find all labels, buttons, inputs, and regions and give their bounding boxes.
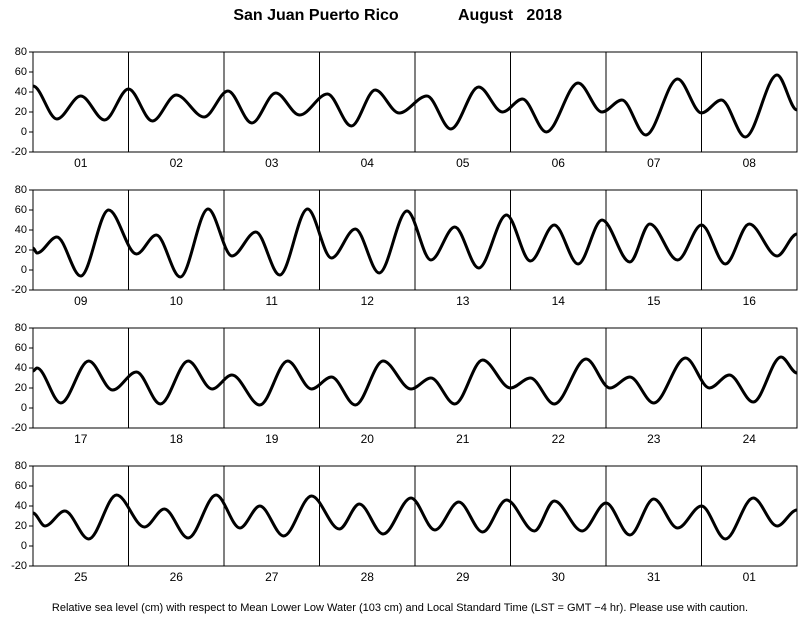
- y-tick-label: -20: [11, 284, 27, 296]
- x-tick-label: 01: [74, 156, 88, 170]
- y-tick-label: -20: [11, 422, 27, 434]
- x-tick-label: 11: [266, 294, 279, 308]
- x-tick-label: 22: [552, 432, 566, 446]
- y-tick-label: 40: [15, 362, 27, 374]
- y-tick-label: 60: [15, 342, 27, 354]
- y-tick-label: 20: [15, 382, 27, 394]
- x-tick-label: 25: [74, 570, 88, 584]
- x-tick-label: 02: [170, 156, 184, 170]
- x-tick-label: 30: [552, 570, 566, 584]
- x-tick-label: 28: [361, 570, 375, 584]
- x-tick-label: 16: [743, 294, 757, 308]
- x-tick-label: 05: [456, 156, 470, 170]
- y-tick-label: 20: [15, 520, 27, 532]
- x-tick-label: 29: [456, 570, 470, 584]
- y-tick-label: 60: [15, 66, 27, 78]
- chart-title: San Juan Puerto Rico: [233, 7, 399, 24]
- y-tick-label: 60: [15, 204, 27, 216]
- y-tick-label: 40: [15, 86, 27, 98]
- y-tick-label: -20: [11, 560, 27, 572]
- x-tick-label: 19: [265, 432, 279, 446]
- y-tick-label: 80: [15, 460, 27, 472]
- y-tick-label: 0: [21, 402, 27, 414]
- x-tick-label: 14: [552, 294, 566, 308]
- x-tick-label: 26: [170, 570, 184, 584]
- x-tick-label: 07: [647, 156, 661, 170]
- y-tick-label: 0: [21, 264, 27, 276]
- tide-line: [32, 207, 798, 279]
- x-tick-label: 01: [743, 570, 757, 584]
- y-tick-label: 80: [15, 184, 27, 196]
- y-tick-label: 0: [21, 126, 27, 138]
- x-tick-label: 08: [743, 156, 757, 170]
- x-tick-label: 21: [456, 432, 470, 446]
- y-tick-label: 40: [15, 500, 27, 512]
- tide-line: [32, 355, 798, 407]
- x-tick-label: 04: [361, 156, 375, 170]
- tide-line: [32, 73, 798, 139]
- y-tick-label: -20: [11, 146, 27, 158]
- y-tick-label: 80: [15, 322, 27, 334]
- x-tick-label: 13: [456, 294, 470, 308]
- x-tick-label: 20: [361, 432, 375, 446]
- x-tick-label: 17: [74, 432, 88, 446]
- y-tick-label: 80: [15, 46, 27, 58]
- y-tick-label: 20: [15, 106, 27, 118]
- x-tick-label: 10: [170, 294, 184, 308]
- period: August 2018: [458, 7, 562, 24]
- x-tick-label: 12: [361, 294, 375, 308]
- x-tick-label: 18: [170, 432, 184, 446]
- y-tick-label: 20: [15, 244, 27, 256]
- y-tick-label: 60: [15, 480, 27, 492]
- x-tick-label: 23: [647, 432, 661, 446]
- x-tick-label: 15: [647, 294, 661, 308]
- note: Relative sea level (cm) with respect to …: [52, 602, 748, 614]
- x-tick-label: 31: [647, 570, 661, 584]
- x-tick-label: 27: [265, 570, 279, 584]
- tide-line: [32, 493, 798, 541]
- x-tick-label: 06: [552, 156, 566, 170]
- x-tick-label: 24: [743, 432, 757, 446]
- x-tick-label: 03: [265, 156, 279, 170]
- x-tick-label: 09: [74, 294, 88, 308]
- y-tick-label: 40: [15, 224, 27, 236]
- y-tick-label: 0: [21, 540, 27, 552]
